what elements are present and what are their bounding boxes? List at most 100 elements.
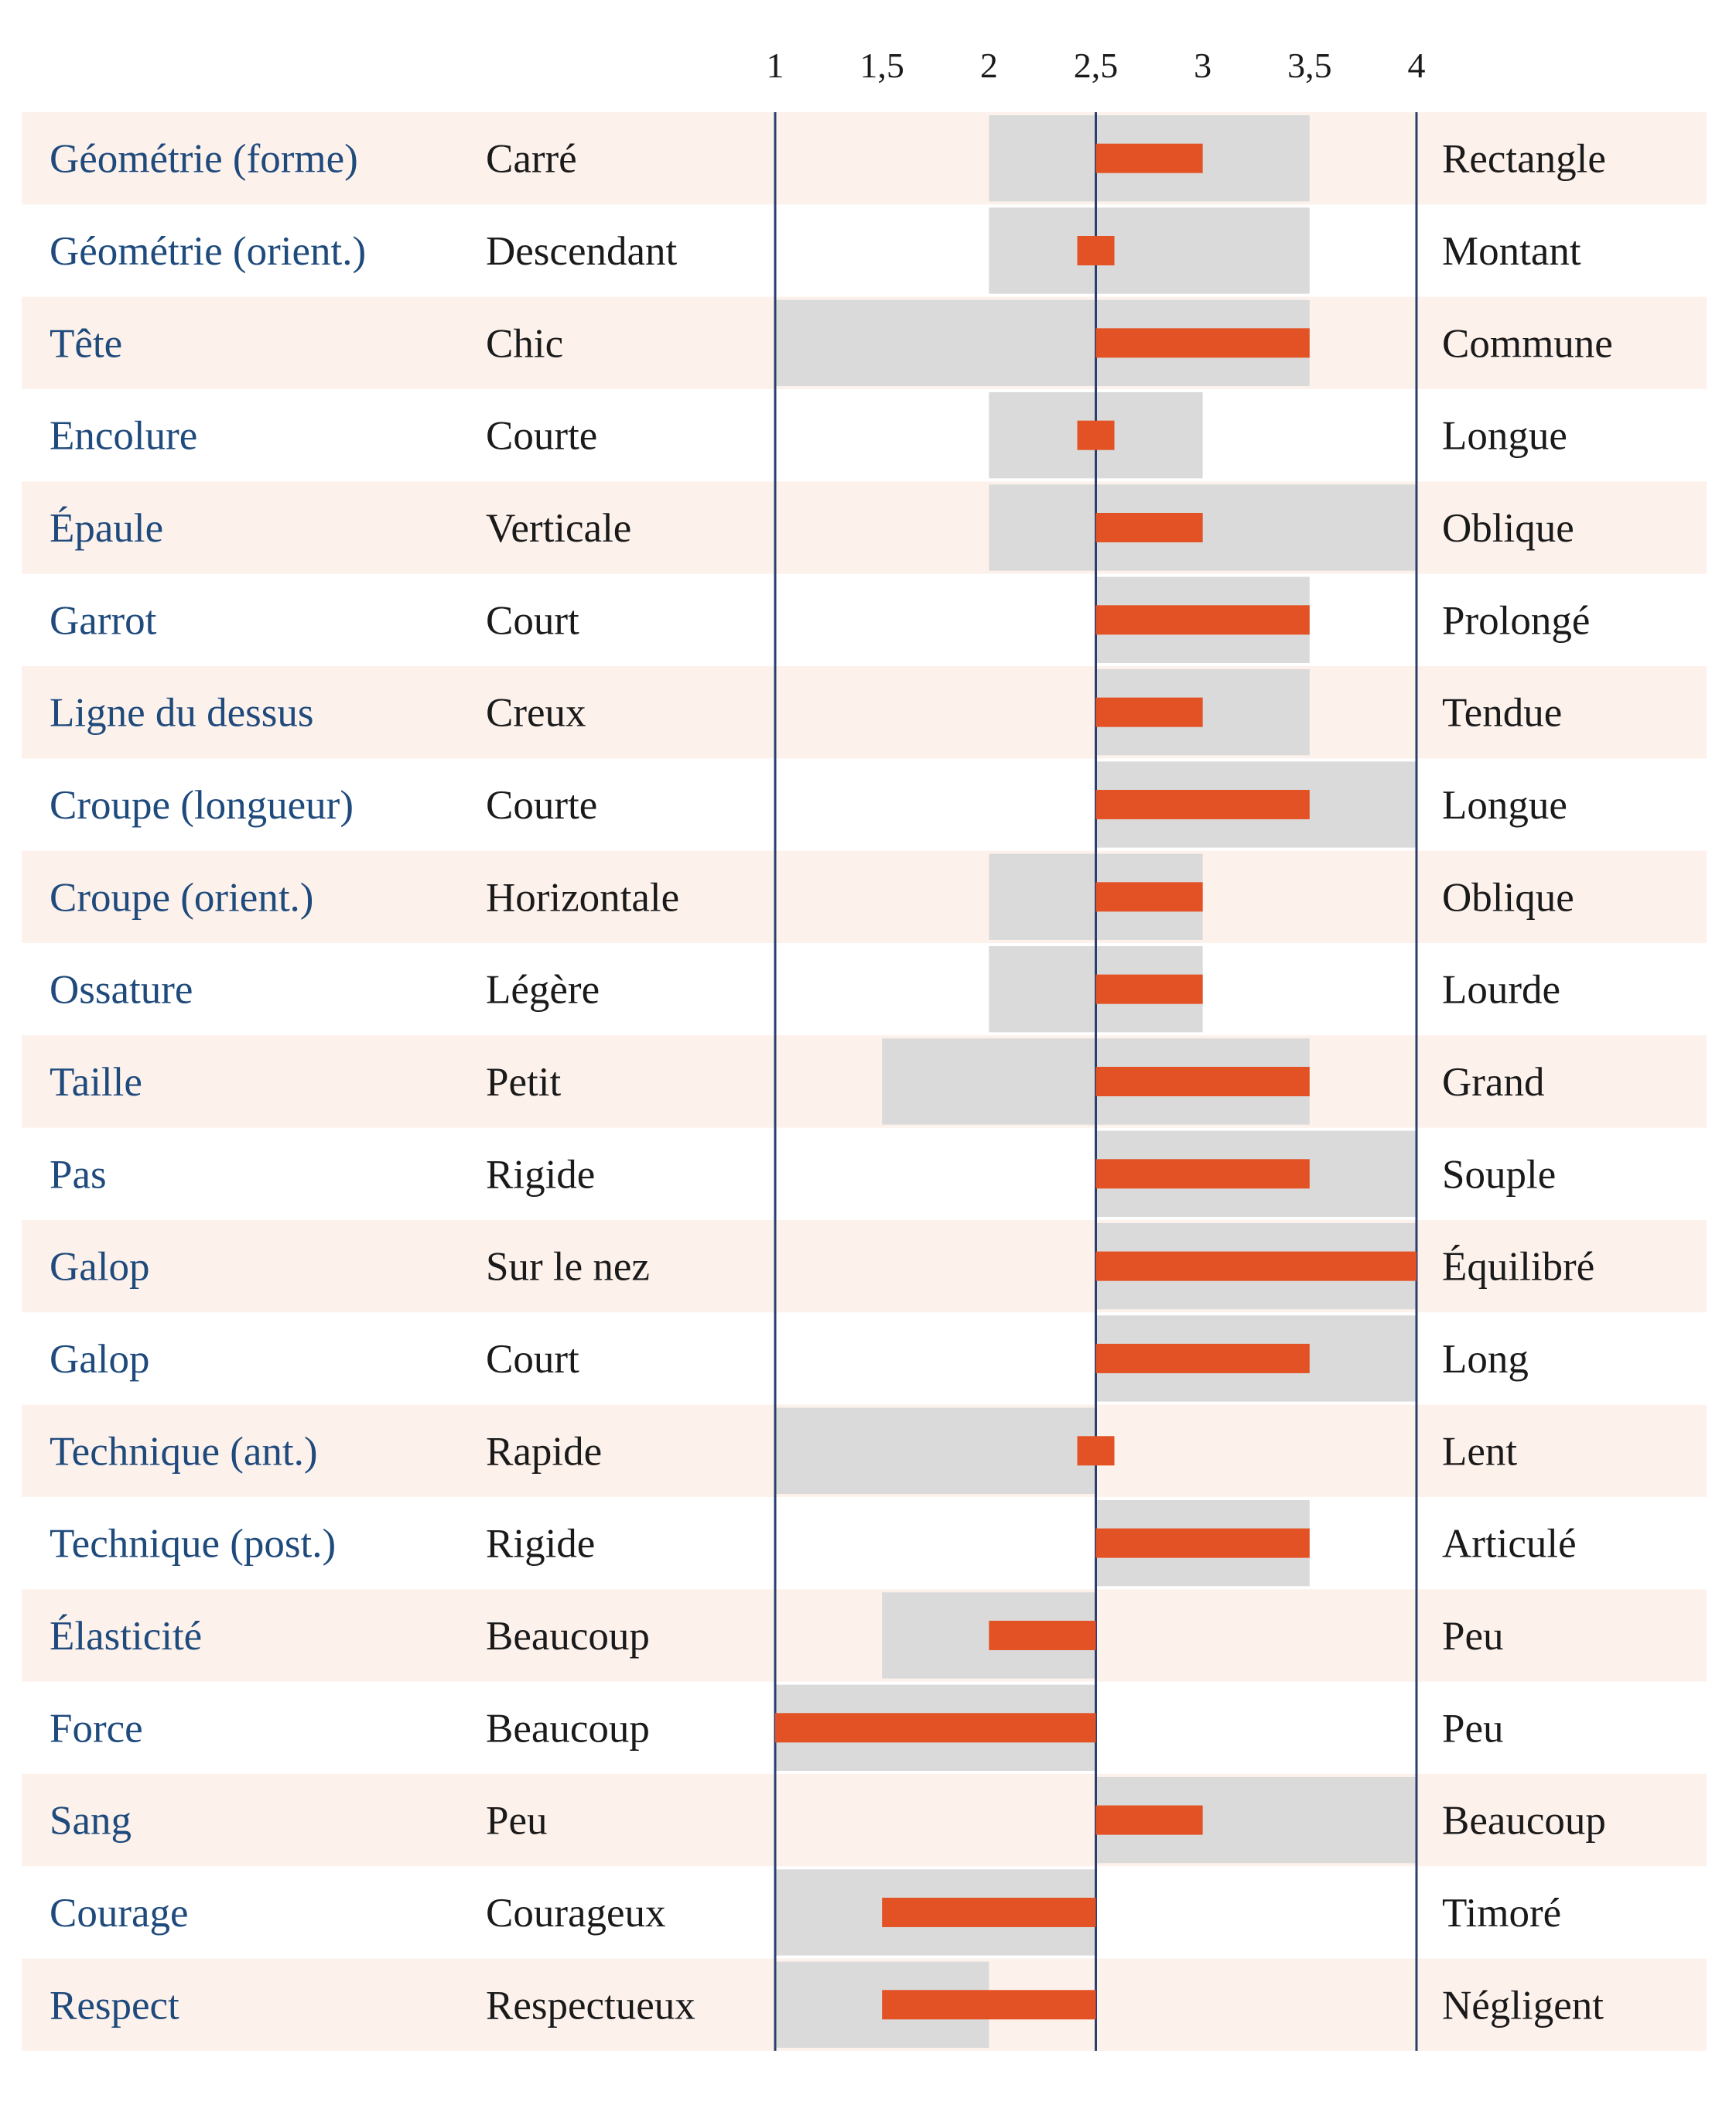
tick-label: 2 — [980, 46, 998, 85]
trait-label: Croupe (longueur) — [50, 783, 354, 828]
trait-label: Élasticité — [50, 1614, 202, 1659]
value-bar — [1095, 974, 1203, 1004]
high-pole-label: Longue — [1442, 414, 1567, 459]
value-bar — [1095, 1805, 1203, 1835]
high-pole-label: Prolongé — [1442, 598, 1590, 643]
low-pole-label: Chic — [486, 321, 563, 366]
trait-label: Croupe (orient.) — [50, 875, 313, 920]
high-pole-label: Équilibré — [1442, 1245, 1594, 1290]
value-bar — [1095, 1528, 1310, 1558]
trait-label: Sang — [50, 1799, 132, 1844]
row-band — [22, 481, 1707, 574]
tick-labels: 1 1,5 2 2,5 3 3,5 4 — [767, 46, 1426, 85]
row-band — [22, 1589, 1707, 1682]
tick-label: 1,5 — [859, 46, 904, 85]
value-bar — [1077, 420, 1115, 450]
range-bar — [989, 484, 1416, 571]
low-pole-label: Sur le nez — [486, 1245, 650, 1290]
trait-label: Géométrie (forme) — [50, 137, 358, 182]
low-pole-label: Court — [486, 598, 579, 643]
high-pole-label: Beaucoup — [1442, 1799, 1606, 1844]
value-bar — [1095, 1343, 1310, 1373]
row-band — [22, 665, 1707, 759]
low-pole-label: Rapide — [486, 1429, 602, 1474]
trait-label: Garrot — [50, 598, 157, 643]
low-pole-label: Beaucoup — [486, 1614, 650, 1659]
high-pole-label: Long — [1442, 1337, 1529, 1382]
value-bar — [882, 1990, 1096, 2020]
trait-label: Technique (post.) — [50, 1522, 336, 1567]
high-pole-label: Grand — [1442, 1060, 1544, 1105]
value-bar — [1095, 328, 1310, 358]
high-pole-label: Oblique — [1442, 506, 1574, 551]
value-bar — [775, 1713, 1096, 1743]
value-bar — [1095, 697, 1203, 727]
tick-label: 3 — [1194, 46, 1211, 85]
value-bar — [1095, 789, 1310, 819]
trait-label: Force — [50, 1706, 143, 1751]
high-pole-label: Négligent — [1442, 1983, 1604, 2028]
low-pole-label: Rigide — [486, 1152, 595, 1197]
value-bars — [775, 143, 1416, 2020]
value-bar — [1095, 143, 1203, 173]
high-pole-label: Montant — [1442, 229, 1581, 274]
trait-label: Courage — [50, 1891, 189, 1936]
high-pole-label: Tendue — [1442, 691, 1562, 736]
value-bar — [1095, 882, 1203, 912]
value-bar — [1095, 1159, 1310, 1189]
row-band — [22, 1219, 1707, 1313]
high-pole-label: Peu — [1442, 1614, 1504, 1659]
high-pole-label: Lent — [1442, 1429, 1517, 1474]
low-pole-label: Creux — [486, 691, 586, 736]
low-pole-label: Verticale — [486, 506, 631, 551]
low-pole-label: Légère — [486, 968, 600, 1013]
high-pole-label: Oblique — [1442, 875, 1574, 920]
range-bar — [775, 1407, 1096, 1494]
high-pole-label: Longue — [1442, 783, 1567, 828]
high-pole-label: Rectangle — [1442, 137, 1606, 182]
low-pole-label: Courte — [486, 783, 597, 828]
trait-label: Ligne du dessus — [50, 691, 314, 736]
value-bar — [882, 1897, 1096, 1927]
trait-label: Taille — [50, 1060, 142, 1105]
trait-label: Encolure — [50, 414, 197, 459]
row-labels: Géométrie (forme) Carré Rectangle Géométrie… — [50, 137, 1613, 2029]
row-band — [22, 112, 1707, 205]
low-pole-label: Petit — [486, 1060, 561, 1105]
high-pole-label: Commune — [1442, 321, 1613, 366]
row-band — [22, 1035, 1707, 1128]
value-bar — [1095, 1251, 1416, 1281]
low-pole-label: Court — [486, 1337, 579, 1382]
trait-label: Pas — [50, 1152, 107, 1197]
range-bar — [989, 207, 1310, 294]
high-pole-label: Peu — [1442, 1706, 1504, 1751]
tick-label: 4 — [1408, 46, 1426, 85]
low-pole-label: Courageux — [486, 1891, 666, 1936]
trait-label: Galop — [50, 1245, 150, 1290]
low-pole-label: Descendant — [486, 229, 677, 274]
trait-label: Tête — [50, 321, 122, 366]
trait-label: Galop — [50, 1337, 150, 1382]
low-pole-label: Horizontale — [486, 875, 679, 920]
high-pole-label: Timoré — [1442, 1891, 1561, 1936]
value-bar — [1095, 605, 1310, 635]
low-pole-label: Beaucoup — [486, 1706, 650, 1751]
trait-label: Respect — [50, 1983, 179, 2028]
high-pole-label: Articulé — [1442, 1522, 1577, 1567]
low-pole-label: Peu — [486, 1799, 548, 1844]
value-bar — [1077, 235, 1115, 265]
row-band — [22, 850, 1707, 943]
value-bar — [1077, 1436, 1115, 1466]
value-bar — [1095, 1066, 1310, 1096]
trait-label: Géométrie (orient.) — [50, 229, 366, 274]
trait-label: Ossature — [50, 968, 193, 1013]
low-pole-label: Rigide — [486, 1522, 595, 1567]
low-pole-label: Respectueux — [486, 1983, 695, 2028]
trait-label: Technique (ant.) — [50, 1429, 318, 1474]
trait-label: Épaule — [50, 506, 163, 551]
tick-label: 2,5 — [1074, 46, 1119, 85]
value-bar — [989, 1620, 1096, 1650]
row-band — [22, 1773, 1707, 1867]
tick-label: 1 — [767, 46, 784, 85]
